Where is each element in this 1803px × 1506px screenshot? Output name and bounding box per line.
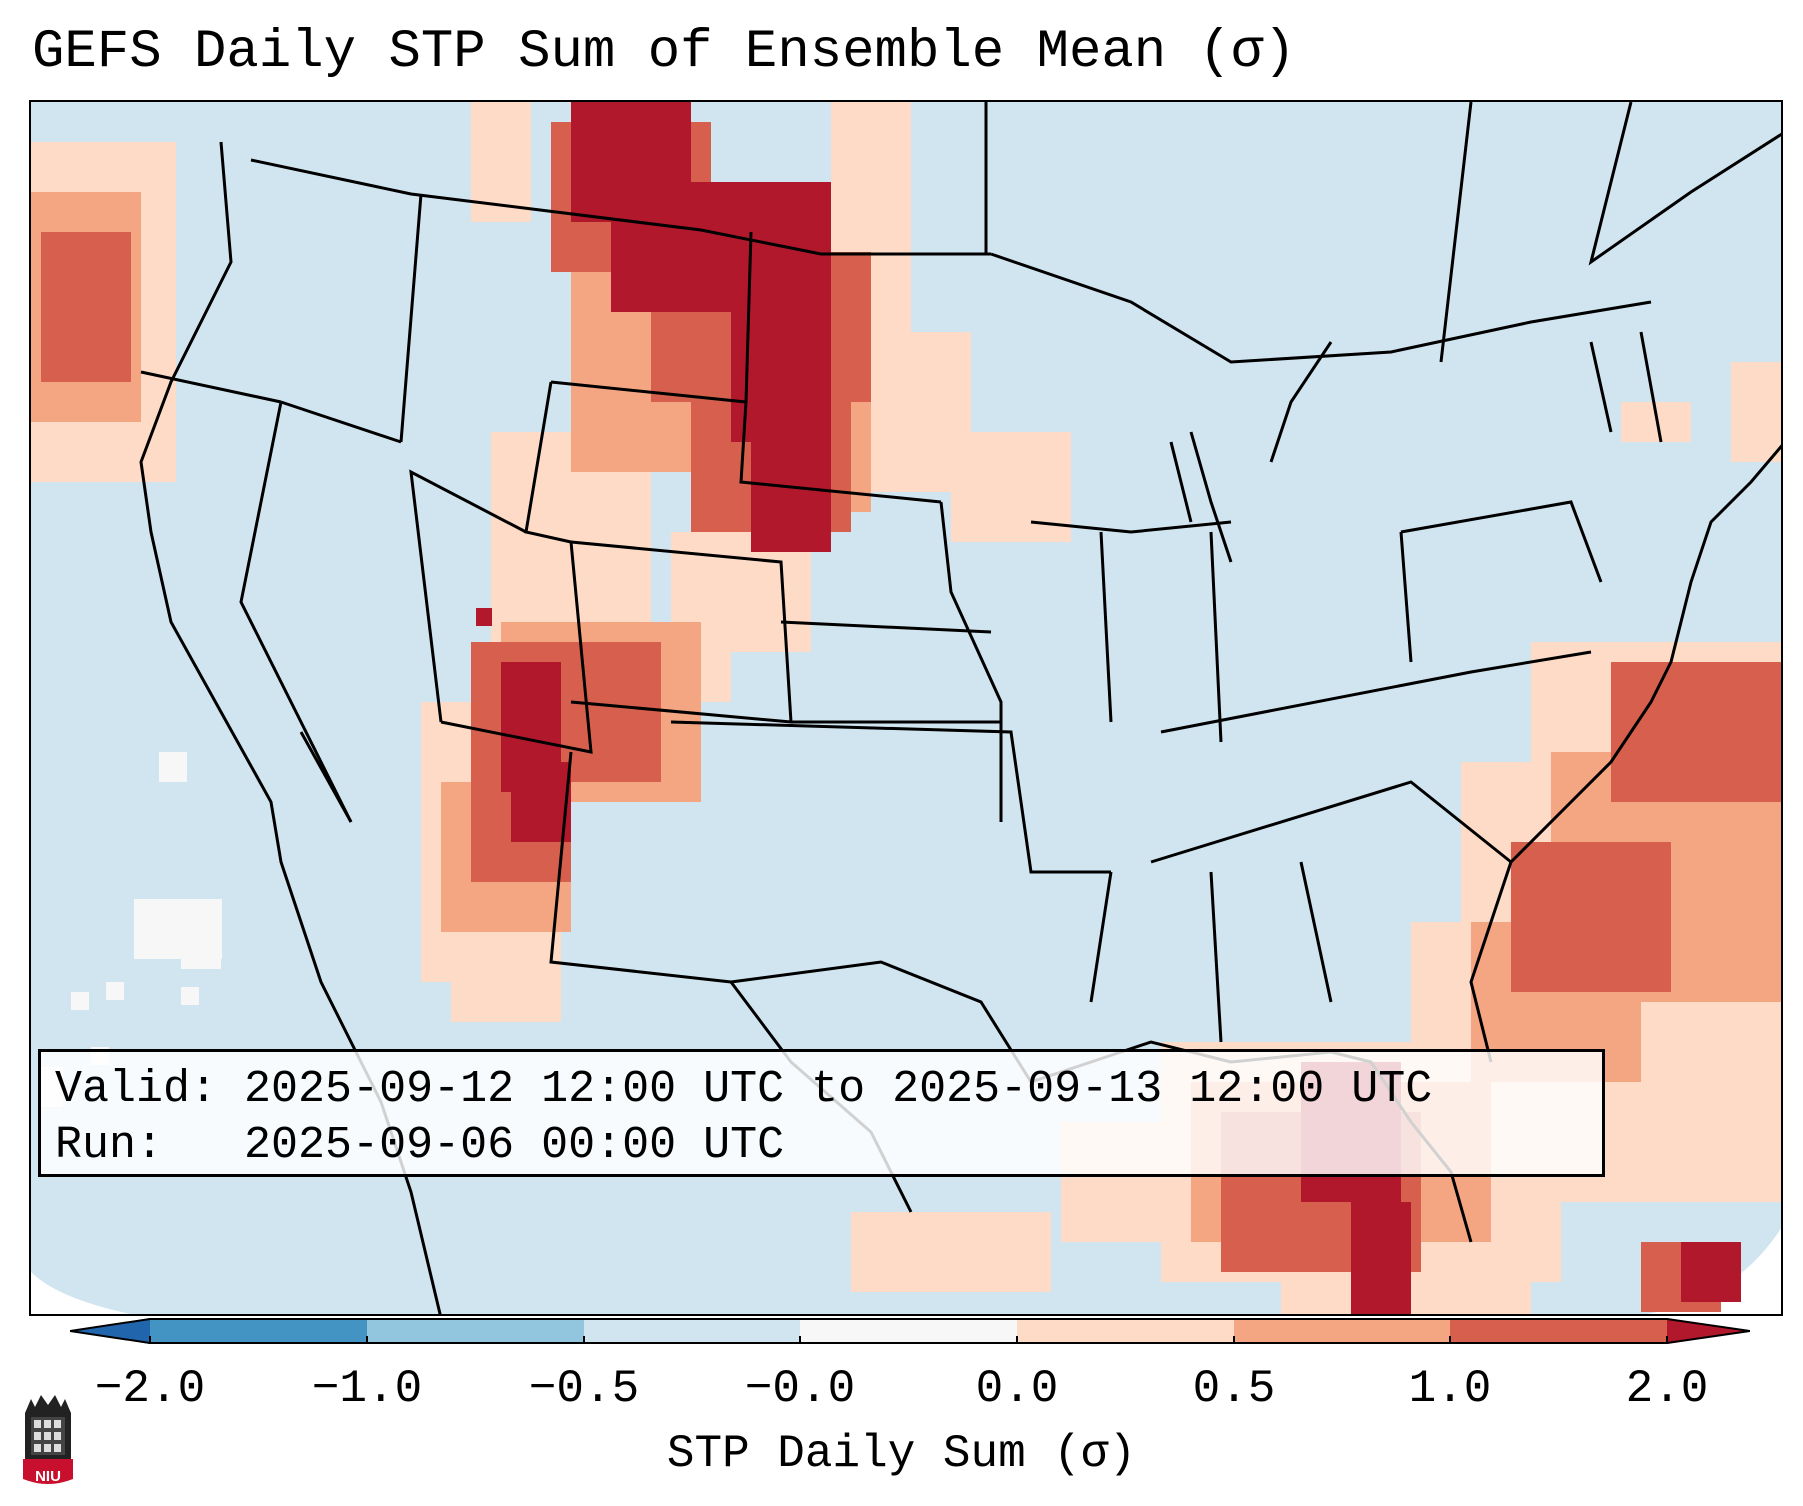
colorbar-bin-1 xyxy=(150,1318,367,1344)
colorbar-tick-label: 2.0 xyxy=(1625,1363,1709,1415)
political-borders xyxy=(140,102,1781,1083)
niu-logo: NIU xyxy=(21,1393,75,1487)
colorbar-tick-label: 0.5 xyxy=(1192,1363,1276,1415)
valid-value: 2025-09-12 12:00 UTC to 2025-09-13 12:00… xyxy=(244,1064,1433,1115)
valid-label: Valid: xyxy=(55,1064,218,1115)
colorbar-tick-label: −0.0 xyxy=(744,1363,856,1415)
university-building-icon xyxy=(23,1395,73,1484)
run-row: Run: 2025-09-06 00:00 UTC xyxy=(55,1118,1588,1174)
run-value: 2025-09-06 00:00 UTC xyxy=(244,1120,785,1171)
colorbar-label: STP Daily Sum (σ) xyxy=(666,1428,1137,1480)
colorbar-tick-label: −0.5 xyxy=(528,1363,640,1415)
colorbar-tick-label: −1.0 xyxy=(311,1363,423,1415)
logo-text: NIU xyxy=(35,1468,61,1485)
stp-map xyxy=(31,102,1781,1314)
colorbar-bin-3 xyxy=(584,1318,800,1344)
colorbar-ticks xyxy=(149,1336,1668,1344)
run-label: Run: xyxy=(55,1120,164,1171)
colorbar-tick-label: 0.0 xyxy=(975,1363,1059,1415)
colorbar-tick-label: 1.0 xyxy=(1408,1363,1492,1415)
colorbar-bin-4 xyxy=(800,1318,1017,1344)
colorbar-bin-under xyxy=(70,1318,150,1344)
colorbar-bin-over xyxy=(1667,1318,1750,1344)
map-panel xyxy=(29,100,1783,1316)
colorbar xyxy=(70,1318,1750,1344)
map-title: GEFS Daily STP Sum of Ensemble Mean (σ) xyxy=(32,22,1296,83)
colorbar-bin-7 xyxy=(1450,1318,1667,1344)
valid-row: Valid: 2025-09-12 12:00 UTC to 2025-09-1… xyxy=(55,1062,1588,1118)
colorbar-tick-label: −2.0 xyxy=(94,1363,206,1415)
validity-info-box: Valid: 2025-09-12 12:00 UTC to 2025-09-1… xyxy=(38,1049,1605,1177)
colorbar-bin-2 xyxy=(367,1318,584,1344)
colorbar-bin-5 xyxy=(1017,1318,1234,1344)
colorbar-bin-6 xyxy=(1234,1318,1450,1344)
